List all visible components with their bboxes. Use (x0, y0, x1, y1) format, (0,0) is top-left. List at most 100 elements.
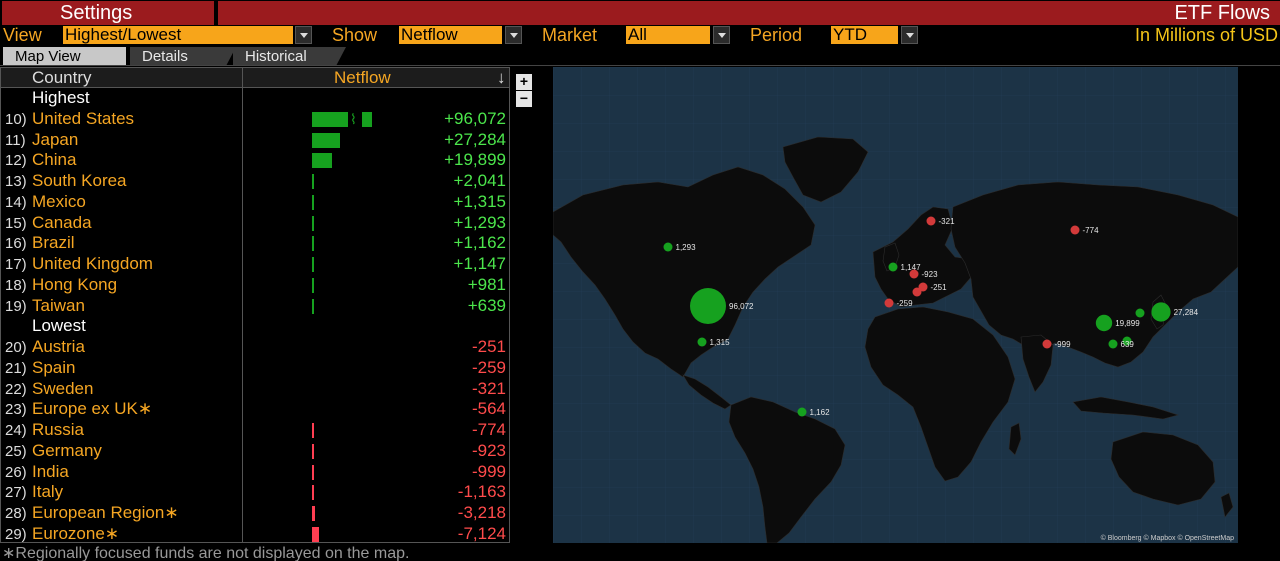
country-name[interactable]: Taiwan (32, 295, 85, 315)
column-header-netflow[interactable]: Netflow (334, 68, 391, 87)
netflow-bar (312, 277, 314, 293)
netflow-value: +96,072 (444, 108, 506, 128)
country-name[interactable]: European Region∗ (32, 503, 179, 522)
window-title-label: ETF Flows (1174, 2, 1270, 24)
land-madagascar (1008, 422, 1022, 456)
table-row[interactable]: 19) Taiwan +639 (1, 296, 509, 317)
table-row[interactable]: 24) Russia -774 (1, 420, 509, 441)
land-africa (864, 306, 1016, 482)
table-row[interactable]: 11) Japan +27,284 (1, 130, 509, 151)
tab-details[interactable]: Details (130, 47, 236, 66)
map-marker-russia[interactable] (1070, 225, 1080, 235)
map-marker-label: -923 (922, 270, 939, 279)
row-rank: 15) (5, 214, 27, 232)
show-dropdown-arrow-icon[interactable] (505, 26, 522, 44)
table-row[interactable]: 20) Austria -251 (1, 337, 509, 358)
map-marker-united-states[interactable] (690, 288, 726, 324)
table-row[interactable]: 16) Brazil +1,162 (1, 233, 509, 254)
map-marker-label: 1,293 (676, 243, 697, 252)
row-rank: 27) (5, 484, 27, 502)
table-row[interactable]: 12) China +19,899 (1, 150, 509, 171)
country-name[interactable]: Austria (32, 337, 85, 356)
table-row[interactable]: 25) Germany -923 (1, 441, 509, 462)
country-name[interactable]: Germany (32, 440, 102, 460)
section-row-highest: Highest (1, 88, 509, 109)
view-dropdown-arrow-icon[interactable] (295, 26, 312, 44)
table-row[interactable]: 21) Spain -259 (1, 358, 509, 379)
map-marker-germany[interactable] (909, 269, 919, 279)
column-header-country[interactable]: Country (32, 68, 92, 87)
country-name[interactable]: Japan (32, 129, 79, 149)
map-marker-hong-kong[interactable] (1122, 336, 1132, 346)
map-marker-label: -251 (931, 283, 948, 292)
table-row[interactable]: 26) India -999 (1, 462, 509, 483)
map-marker-south-korea[interactable] (1135, 308, 1145, 318)
table-row[interactable]: 22) Sweden -321 (1, 379, 509, 400)
map-marker-label: 1,315 (710, 338, 731, 347)
table-row[interactable]: 28) European Region∗ -3,218 (1, 503, 509, 524)
netflow-bar (312, 443, 314, 459)
table-row[interactable]: 17) United Kingdom +1,147 (1, 254, 509, 275)
period-dropdown-arrow-icon[interactable] (901, 26, 918, 44)
map-marker-italy[interactable] (912, 287, 922, 297)
country-name[interactable]: China (32, 150, 77, 170)
table-row[interactable]: 15) Canada +1,293 (1, 213, 509, 234)
row-rank: 16) (5, 235, 27, 253)
zoom-out-button[interactable]: − (516, 91, 532, 107)
tab-historical[interactable]: Historical (233, 47, 346, 66)
sort-arrow-down-icon[interactable]: ↓ (497, 68, 506, 87)
netflow-value: +19,899 (444, 150, 506, 170)
country-name[interactable]: Sweden (32, 378, 94, 398)
map-marker-brazil[interactable] (797, 407, 807, 417)
map-marker-china[interactable] (1095, 314, 1113, 332)
settings-button[interactable]: Settings (2, 1, 214, 25)
view-dropdown[interactable]: Highest/Lowest (63, 26, 293, 44)
map-marker-united-kingdom[interactable] (888, 262, 898, 272)
period-label: Period (750, 25, 803, 45)
map-markers: 96,072 27,284 19,899 1,315 1,293 1,162 1,147 63… (663, 216, 1199, 417)
country-name[interactable]: South Korea (32, 171, 127, 190)
map-marker-mexico[interactable] (697, 337, 707, 347)
land-central-america (682, 374, 732, 410)
country-name[interactable]: India (32, 461, 69, 481)
table-row[interactable]: 27) Italy -1,163 (1, 482, 509, 503)
country-name[interactable]: Italy (32, 482, 64, 502)
show-dropdown[interactable]: Netflow (399, 26, 502, 44)
map-marker-spain[interactable] (884, 298, 894, 308)
market-dropdown-arrow-icon[interactable] (713, 26, 730, 44)
zoom-in-button[interactable]: + (516, 74, 532, 90)
country-name[interactable]: Europe ex UK∗ (32, 399, 153, 419)
map-marker-india[interactable] (1042, 339, 1052, 349)
map-marker-canada[interactable] (663, 242, 673, 252)
table-row[interactable]: 10) United States ⌇ +96,072 (1, 109, 509, 130)
map-marker-taiwan[interactable] (1108, 339, 1118, 349)
netflow-bar (312, 526, 320, 542)
period-dropdown[interactable]: YTD (831, 26, 898, 44)
country-name[interactable]: Canada (32, 212, 92, 232)
tab-map-view[interactable]: Map View (3, 47, 126, 66)
market-dropdown[interactable]: All (626, 26, 710, 44)
map-marker-sweden[interactable] (926, 216, 936, 226)
country-name[interactable]: Russia (32, 420, 84, 439)
map-marker-japan[interactable] (1151, 302, 1171, 322)
country-name[interactable]: United Kingdom (32, 254, 153, 273)
netflow-value: -999 (471, 461, 506, 481)
country-name[interactable]: Eurozone∗ (32, 523, 120, 543)
table-row[interactable]: 13) South Korea +2,041 (1, 171, 509, 192)
country-name[interactable]: Brazil (32, 233, 75, 253)
continents (553, 136, 1238, 543)
netflow-value: +1,315 (453, 191, 506, 211)
map-marker-austria[interactable] (918, 282, 928, 292)
country-name[interactable]: Mexico (32, 191, 86, 211)
table-row[interactable]: 23) Europe ex UK∗ -564 (1, 399, 509, 420)
netflow-value: -321 (471, 378, 506, 398)
section-label-lowest: Lowest (32, 316, 86, 336)
map-attribution: © Bloomberg © Mapbox © OpenStreetMap (1100, 535, 1234, 542)
table-row[interactable]: 29) Eurozone∗ -7,124 (1, 524, 509, 545)
table-row[interactable]: 14) Mexico +1,315 (1, 192, 509, 213)
country-name[interactable]: Spain (32, 357, 76, 377)
country-name[interactable]: United States (32, 108, 135, 128)
table-row[interactable]: 18) Hong Kong +981 (1, 275, 509, 296)
world-map[interactable]: 96,072 27,284 19,899 1,315 1,293 1,162 1,147 63… (553, 67, 1238, 543)
country-name[interactable]: Hong Kong (32, 274, 118, 294)
